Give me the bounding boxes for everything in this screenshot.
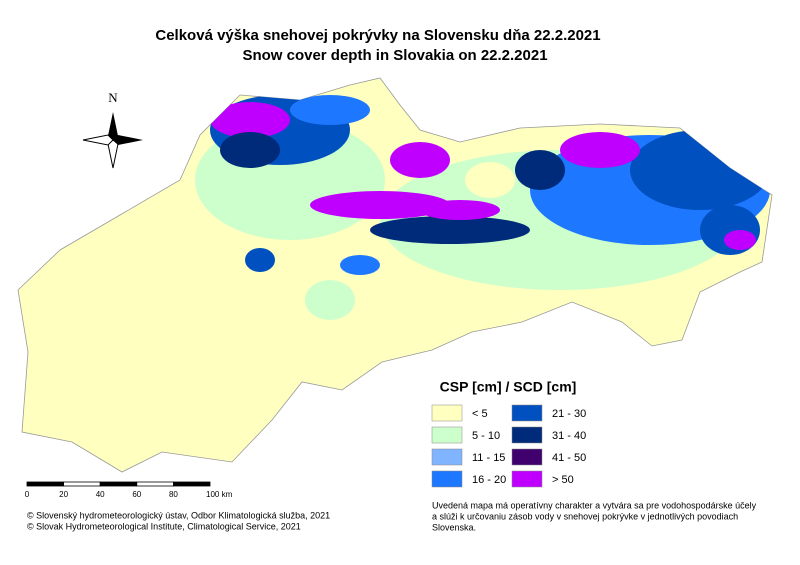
legend-label: 41 - 50: [552, 452, 586, 464]
scale-label: 80: [169, 490, 178, 499]
legend: < 5 5 - 10 11 - 15 16 - 20 21 - 30 31 - 40 41 …: [431, 404, 586, 488]
legend-swatch: [511, 448, 543, 466]
legend-label: 11 - 15: [472, 452, 505, 464]
scale-label: 100 km: [206, 490, 233, 499]
scale-label: 0: [25, 490, 30, 499]
scale-segment: [99, 481, 138, 487]
legend-label: 31 - 40: [552, 430, 586, 442]
scale-segment: [136, 481, 174, 487]
legend-swatch: [431, 404, 463, 422]
legend-swatch: [511, 470, 543, 488]
legend-title: CSP [cm] / SCD [cm]: [440, 379, 577, 395]
subtitle: Snow cover depth in Slovakia on 22.2.202…: [242, 47, 547, 64]
legend-swatch: [431, 470, 463, 488]
legend-swatch: [511, 426, 543, 444]
credit: © Slovak Hydrometeorological Institute, …: [27, 521, 301, 531]
scale-segment: [63, 481, 101, 487]
north-arrow: N: [82, 90, 143, 169]
legend-label: 21 - 30: [552, 408, 586, 420]
snow-areas: [195, 95, 770, 320]
country: [17, 77, 773, 473]
scale-bar: 0 20 40 60 80 100 km: [25, 481, 233, 499]
note-line: a slúži k určovaniu zásob vody v snehove…: [432, 511, 738, 521]
legend-swatch: [431, 426, 463, 444]
note-line: Slovenska.: [432, 522, 476, 532]
credit: © Slovenský hydrometeorologický ústav, O…: [27, 510, 330, 520]
title: Celková výška snehovej pokrývky na Slove…: [155, 27, 600, 44]
note: Uvedená mapa má operatívny charakter a v…: [432, 500, 757, 532]
legend-swatch: [431, 448, 463, 466]
legend-label: 16 - 20: [472, 474, 506, 486]
legend-label: > 50: [552, 474, 574, 486]
legend-swatch: [511, 404, 543, 422]
scale-segment: [172, 481, 211, 487]
scale-label: 20: [59, 490, 68, 499]
north-label: N: [108, 90, 118, 105]
legend-label: 5 - 10: [472, 430, 500, 442]
legend-label: < 5: [472, 408, 488, 420]
scale-label: 60: [132, 490, 141, 499]
scale-segment: [26, 481, 64, 487]
note-line: Uvedená mapa má operatívny charakter a v…: [432, 500, 757, 510]
scale-label: 40: [96, 490, 105, 499]
